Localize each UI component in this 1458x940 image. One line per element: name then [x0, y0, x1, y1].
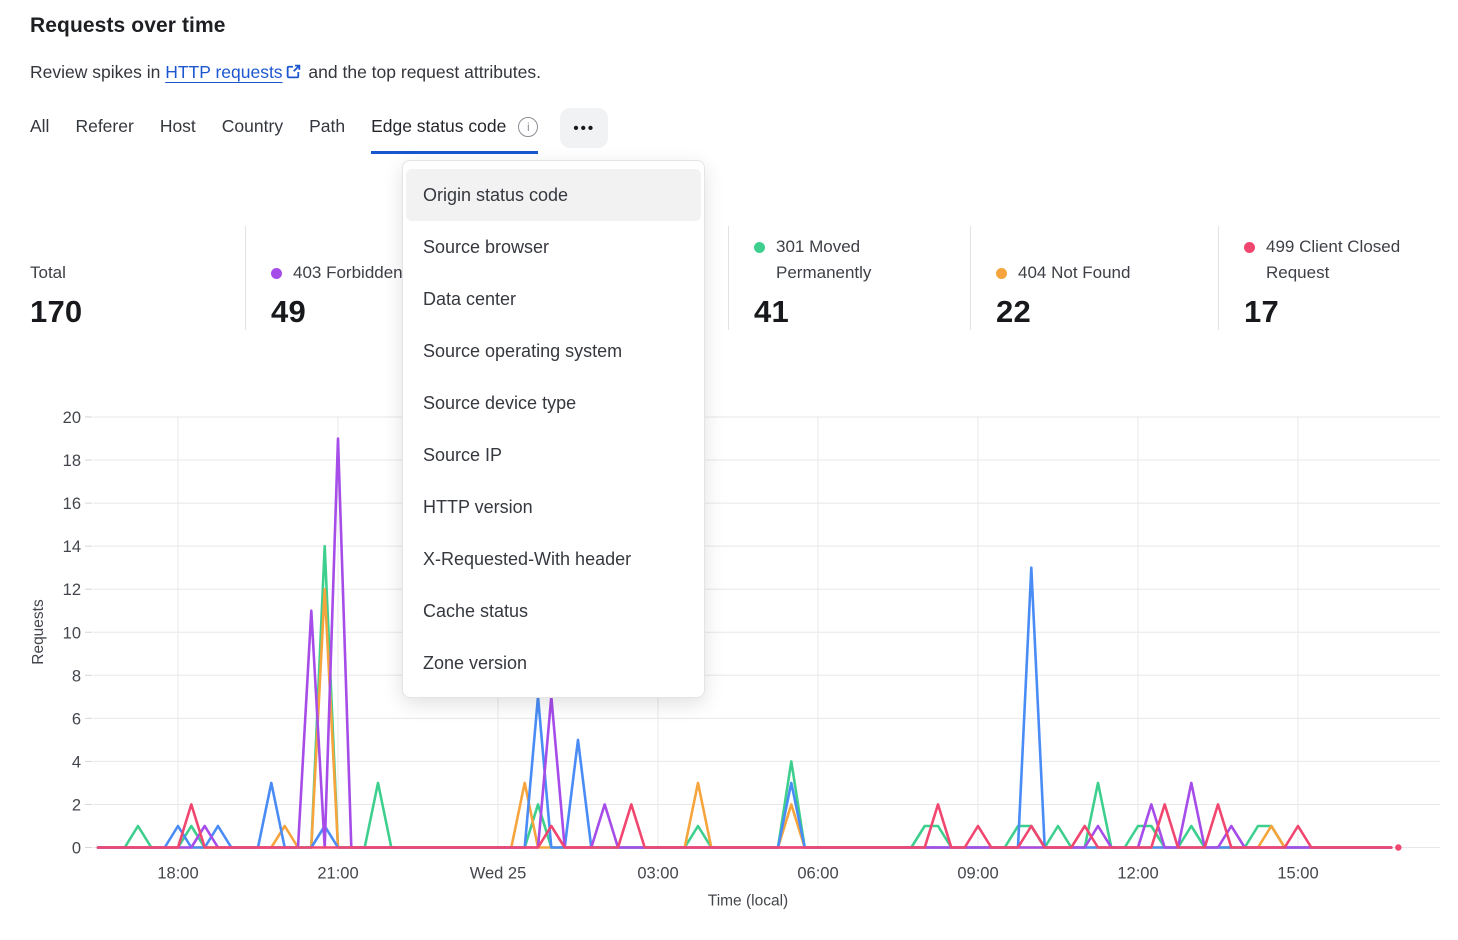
stat-label-total: Total: [30, 263, 66, 282]
stat-card-499: 499 Client Closed Request 17: [1218, 226, 1458, 330]
svg-text:03:00: 03:00: [637, 865, 678, 883]
stat-label-404: 404 Not Found: [1018, 263, 1131, 282]
stat-cards: Total 170 403 Forbidden 49 301 Moved Per…: [30, 226, 1458, 330]
menu-item-zone-version[interactable]: Zone version: [423, 653, 528, 673]
tab-edge-status-code[interactable]: Edge status code i: [371, 116, 539, 154]
requests-line-chart[interactable]: 0 2 4 6 8 10 12 14 16 18 20 18:00 21:00 Wed 25 03:00 06…: [0, 395, 1458, 940]
tab-edge-status-code-label: Edge status code: [371, 116, 507, 136]
info-icon[interactable]: i: [518, 116, 539, 137]
stat-label-403: 403 Forbidden: [293, 263, 403, 282]
status-301-dot: [754, 242, 765, 253]
status-499-dot: [1244, 242, 1255, 253]
svg-text:18:00: 18:00: [157, 865, 198, 883]
header: Requests over time: [30, 14, 226, 38]
stat-card-403: 403 Forbidden 49: [245, 226, 487, 330]
status-404-dot: [996, 268, 1007, 279]
svg-text:09:00: 09:00: [957, 865, 998, 883]
svg-text:16: 16: [63, 495, 81, 513]
attribute-dropdown-menu: Origin status code Source browser Data c…: [402, 160, 705, 698]
stat-value-total: 170: [30, 294, 83, 329]
menu-item-source-ip[interactable]: Source IP: [423, 445, 503, 465]
svg-text:14: 14: [63, 538, 81, 556]
tab-path[interactable]: Path: [309, 116, 346, 136]
menu-item-x-requested-with-header[interactable]: X-Requested-With header: [423, 549, 632, 569]
svg-text:20: 20: [63, 409, 81, 427]
stat-card-301: 301 Moved Permanently 41: [728, 226, 970, 330]
tab-referer[interactable]: Referer: [75, 116, 134, 136]
attribute-tabs: All Referer Host Country Path Edge statu…: [30, 108, 609, 154]
svg-text:Wed 25: Wed 25: [470, 865, 527, 883]
svg-text:Time (local): Time (local): [708, 893, 788, 910]
menu-item-origin-status-code[interactable]: Origin status code: [406, 169, 701, 221]
tab-host[interactable]: Host: [159, 116, 196, 136]
stat-card-404: 404 Not Found 22: [970, 226, 1218, 330]
tab-all[interactable]: All: [30, 116, 50, 136]
svg-text:6: 6: [72, 710, 81, 728]
svg-text:12: 12: [63, 581, 81, 599]
svg-text:12:00: 12:00: [1117, 865, 1158, 883]
svg-text:0: 0: [72, 840, 81, 858]
stat-card-total: Total 170: [30, 226, 245, 330]
svg-text:2: 2: [72, 796, 81, 814]
svg-text:8: 8: [72, 667, 81, 685]
svg-text:21:00: 21:00: [317, 865, 358, 883]
menu-item-http-version[interactable]: HTTP version: [423, 497, 533, 517]
page-title: Requests over time: [30, 14, 226, 37]
stat-label-301: 301 Moved Permanently: [776, 237, 872, 282]
http-requests-link[interactable]: HTTP requests: [165, 62, 283, 82]
stat-value-499: 17: [1244, 294, 1279, 329]
tab-country[interactable]: Country: [221, 116, 284, 136]
menu-item-source-device-type[interactable]: Source device type: [423, 393, 577, 413]
stat-value-404: 22: [996, 294, 1031, 329]
stat-value-301: 41: [754, 294, 789, 329]
menu-item-source-browser[interactable]: Source browser: [423, 237, 550, 257]
svg-text:Requests: Requests: [30, 599, 47, 665]
menu-item-cache-status[interactable]: Cache status: [423, 601, 529, 621]
subtitle: Review spikes in HTTP requests and the t…: [30, 62, 541, 85]
status-403-dot: [271, 268, 282, 279]
svg-text:15:00: 15:00: [1277, 865, 1318, 883]
external-link-icon: [285, 63, 302, 85]
subtitle-suffix: and the top request attributes.: [303, 62, 541, 82]
menu-item-data-center[interactable]: Data center: [423, 289, 517, 309]
stat-value-403: 49: [271, 294, 306, 329]
svg-text:10: 10: [63, 624, 81, 642]
svg-text:06:00: 06:00: [797, 865, 838, 883]
menu-item-source-operating-system[interactable]: Source operating system: [423, 341, 623, 361]
more-tabs-button[interactable]: •••: [560, 108, 609, 148]
svg-text:4: 4: [72, 753, 81, 771]
stat-label-499: 499 Client Closed Request: [1266, 237, 1401, 282]
svg-text:18: 18: [63, 452, 81, 470]
subtitle-prefix: Review spikes in: [30, 62, 166, 82]
